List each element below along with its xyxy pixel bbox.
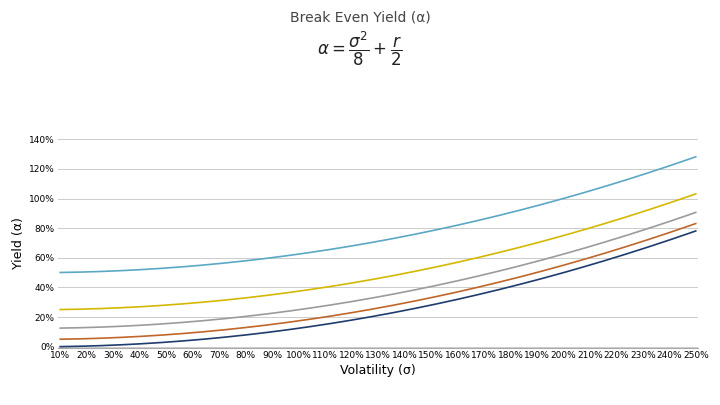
r = 50% xyxy=(378,275,387,280)
r = 0% xyxy=(525,279,534,284)
r = 0% xyxy=(517,281,526,286)
Text: $\alpha = \dfrac{\sigma^2}{8} + \dfrac{r}{2}$: $\alpha = \dfrac{\sigma^2}{8} + \dfrac{r… xyxy=(317,30,403,68)
r = 50% xyxy=(525,243,534,247)
r = 100% xyxy=(517,207,526,212)
r = 50% xyxy=(691,192,700,196)
r = 10% xyxy=(517,274,526,279)
r = 50% xyxy=(503,248,512,253)
r = 100% xyxy=(56,270,65,275)
r = 50% xyxy=(517,245,526,249)
r = 10% xyxy=(503,277,512,282)
r = 50% xyxy=(662,201,671,206)
r = 10% xyxy=(56,337,65,342)
r = 50% xyxy=(345,281,354,286)
Line: r = 25%: r = 25% xyxy=(60,212,696,328)
r = 0% xyxy=(378,312,387,317)
Line: r = 50%: r = 50% xyxy=(60,194,696,309)
r = 0% xyxy=(345,318,354,323)
r = 25% xyxy=(517,263,526,268)
X-axis label: Volatility (σ): Volatility (σ) xyxy=(340,364,416,377)
Line: r = 10%: r = 10% xyxy=(60,224,696,339)
r = 100% xyxy=(378,238,387,243)
r = 10% xyxy=(662,231,671,236)
r = 50% xyxy=(56,307,65,312)
Line: r = 100%: r = 100% xyxy=(60,157,696,273)
r = 0% xyxy=(56,344,65,349)
r = 10% xyxy=(525,272,534,277)
r = 10% xyxy=(345,311,354,315)
r = 25% xyxy=(56,326,65,330)
r = 100% xyxy=(345,244,354,249)
r = 100% xyxy=(662,164,671,169)
r = 25% xyxy=(691,210,700,215)
Text: Break Even Yield (α): Break Even Yield (α) xyxy=(289,10,431,24)
r = 0% xyxy=(503,285,512,290)
r = 25% xyxy=(503,266,512,271)
r = 25% xyxy=(378,294,387,298)
r = 25% xyxy=(525,261,534,266)
r = 10% xyxy=(691,221,700,226)
r = 100% xyxy=(503,211,512,216)
r = 100% xyxy=(691,154,700,159)
r = 10% xyxy=(378,305,387,310)
r = 0% xyxy=(662,239,671,243)
Line: r = 0%: r = 0% xyxy=(60,231,696,347)
Y-axis label: Yield (α): Yield (α) xyxy=(12,217,24,269)
r = 25% xyxy=(345,300,354,305)
r = 100% xyxy=(525,205,534,210)
r = 0% xyxy=(691,228,700,233)
r = 25% xyxy=(662,220,671,225)
